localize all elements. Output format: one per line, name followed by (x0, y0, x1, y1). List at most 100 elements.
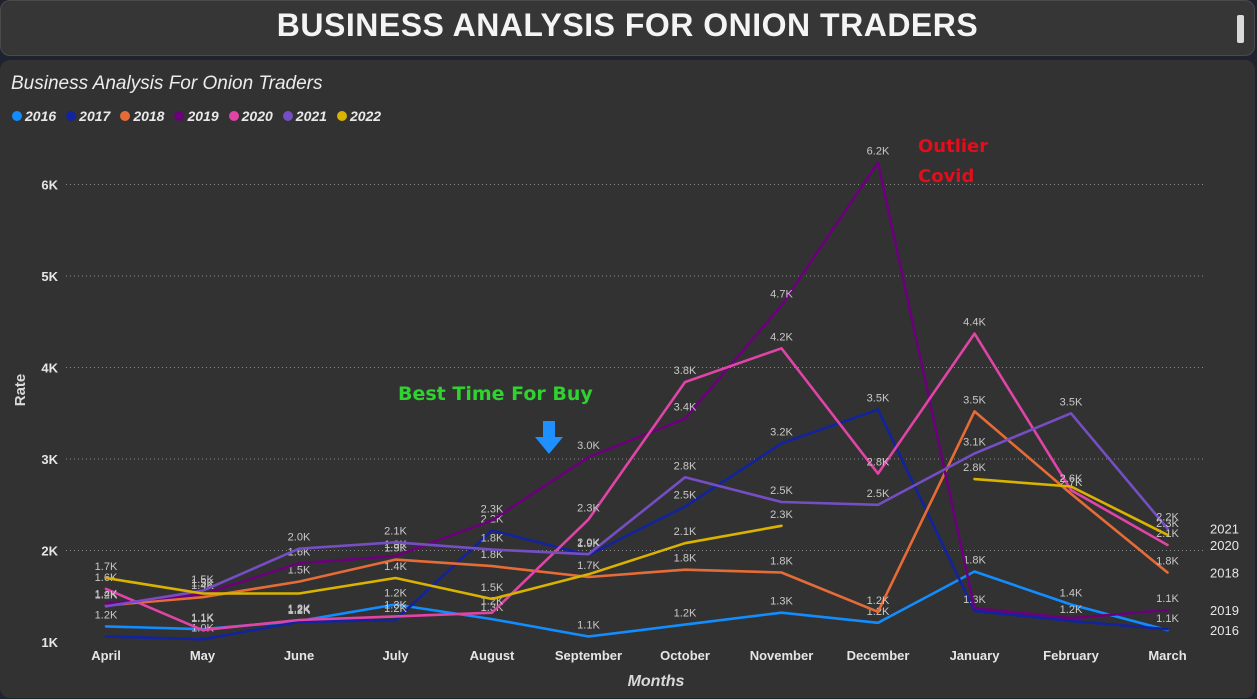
data-label-2019: 2.3K (481, 503, 504, 515)
x-tick-label: September (555, 648, 622, 663)
legend-label-2017: 2017 (79, 108, 111, 124)
series-line-2021 (104, 412, 1169, 608)
data-label-2022: 2.8K (963, 462, 986, 474)
data-label-2017: 3.5K (867, 393, 890, 405)
x-tick-label: June (284, 648, 314, 663)
end-label-2019: 2019 (1210, 603, 1239, 618)
data-label-2017: 2.5K (674, 490, 697, 502)
data-label-2017: 1.0K (191, 622, 214, 634)
data-label-2018: 1.2K (867, 595, 890, 607)
series-line-2018 (104, 410, 1169, 614)
data-label-2017: 1.2K (1060, 604, 1083, 616)
legend-item-2017[interactable]: 2017 (66, 108, 110, 124)
data-label-2016: 1.2K (674, 608, 697, 620)
chart-legend: 2016 2017 2018 2019 2020 2021 2022 (12, 108, 381, 124)
x-tick-label: May (190, 648, 216, 663)
data-label-2021: 2.2K (1156, 512, 1179, 524)
data-label-2017: 1.3K (963, 594, 986, 606)
data-label-2020: 1.2K (288, 603, 311, 615)
data-label-2020: 1.3K (384, 599, 407, 611)
data-label-2021: 3.5K (1060, 396, 1083, 408)
y-tick-label: 4K (41, 361, 58, 376)
chart-title: Business Analysis For Onion Traders (11, 73, 323, 94)
legend-item-2016[interactable]: 2016 (12, 108, 56, 124)
data-label-2021: 1.8K (481, 533, 504, 545)
data-label-2020: 2.8K (867, 457, 890, 469)
data-label-2019: 4.7K (770, 288, 793, 300)
y-tick-label: 5K (41, 269, 58, 284)
legend-marker-2022 (336, 111, 347, 121)
legend-marker-2019 (174, 111, 185, 121)
data-label-2021: 2.1K (384, 525, 407, 537)
legend-item-2019[interactable]: 2019 (174, 108, 219, 124)
data-label-2021: 2.0K (288, 532, 311, 544)
data-label-2017: 3.2K (770, 426, 793, 438)
x-tick-label: December (847, 648, 910, 663)
data-label-2017: 1.2K (288, 605, 311, 617)
data-label-2021: 1.2K (95, 589, 118, 601)
legend-label-2022: 2022 (349, 108, 382, 124)
legend-item-2022[interactable]: 2022 (336, 108, 382, 124)
down-arrow-icon (535, 421, 563, 454)
y-tick-label: 1K (41, 635, 58, 650)
data-label-2022: 1.7K (95, 561, 118, 573)
data-label-2021: 2.5K (867, 488, 890, 500)
data-label-2019: 1.1K (1156, 593, 1179, 605)
data-label-2020: 1.1K (191, 613, 214, 625)
data-label-2016: 1.2K (95, 609, 118, 621)
data-label-2019: 6.2K (867, 146, 890, 158)
data-label-2016: 1.1K (191, 612, 214, 624)
x-tick-label: February (1043, 648, 1099, 663)
series-line-2019 (104, 161, 1169, 620)
data-label-2022: 1.4K (384, 561, 407, 573)
legend-label-2020: 2020 (241, 108, 273, 124)
series-line-2017 (104, 408, 1169, 641)
data-label-2018: 1.5K (288, 565, 311, 577)
end-label-2021: 2021 (1210, 522, 1239, 537)
legend-marker-2021 (282, 111, 293, 121)
data-label-2021: 3.1K (963, 437, 986, 449)
data-label-2020: 2.6K (1060, 473, 1083, 485)
series-line-2022 (104, 477, 1169, 601)
legend-item-2020[interactable]: 2020 (228, 108, 273, 124)
y-tick-label: 3K (41, 452, 58, 467)
legend-marker-2016 (12, 111, 22, 121)
legend-label-2021: 2021 (295, 108, 327, 124)
legend-item-2018[interactable]: 2018 (120, 108, 164, 124)
x-tick-label: October (660, 648, 710, 663)
data-label-2019: 1.9K (384, 539, 407, 551)
legend-label-2018: 2018 (133, 108, 165, 124)
scrollbar-thumb[interactable] (1237, 15, 1244, 43)
y-axis-title: Rate (12, 374, 29, 407)
data-label-2020: 4.4K (963, 317, 986, 329)
legend-label-2016: 2016 (25, 108, 57, 124)
data-label-2022: 2.3K (770, 509, 793, 521)
end-label-2020: 2020 (1210, 538, 1239, 553)
y-tick-label: 2K (41, 544, 58, 559)
series-line-2020 (104, 332, 1169, 632)
data-label-2018: 1.9K (384, 543, 407, 555)
legend-item-2021[interactable]: 2021 (282, 108, 327, 124)
data-label-2019: 3.0K (577, 440, 600, 452)
legend-marker-2017 (66, 111, 77, 121)
data-label-2020: 4.2K (770, 331, 793, 343)
page-title: BUSINESS ANALYSIS FOR ONION TRADERS (276, 7, 979, 43)
x-tick-label: April (91, 648, 121, 663)
legend-marker-2020 (228, 111, 239, 121)
data-label-2016: 1.8K (963, 555, 986, 567)
data-label-2018: 1.8K (674, 553, 697, 565)
data-label-2018: 1.8K (1156, 555, 1179, 567)
end-label-2018: 2018 (1210, 565, 1239, 580)
data-label-2022: 2.1K (674, 526, 697, 538)
best-time-annotation: Best Time For Buy (398, 383, 593, 405)
x-axis-title: Months (628, 673, 685, 690)
data-label-2016: 1.2K (384, 587, 407, 599)
legend-label-2019: 2019 (187, 108, 219, 124)
data-label-2018: 3.5K (963, 394, 986, 406)
data-label-2017: 1.9K (577, 538, 600, 550)
y-tick-label: 6K (41, 178, 58, 193)
x-tick-label: July (382, 648, 409, 663)
outlier-annotation: Outlier Covid (918, 132, 988, 192)
header-banner: BUSINESS ANALYSIS FOR ONION TRADERS (0, 0, 1255, 56)
